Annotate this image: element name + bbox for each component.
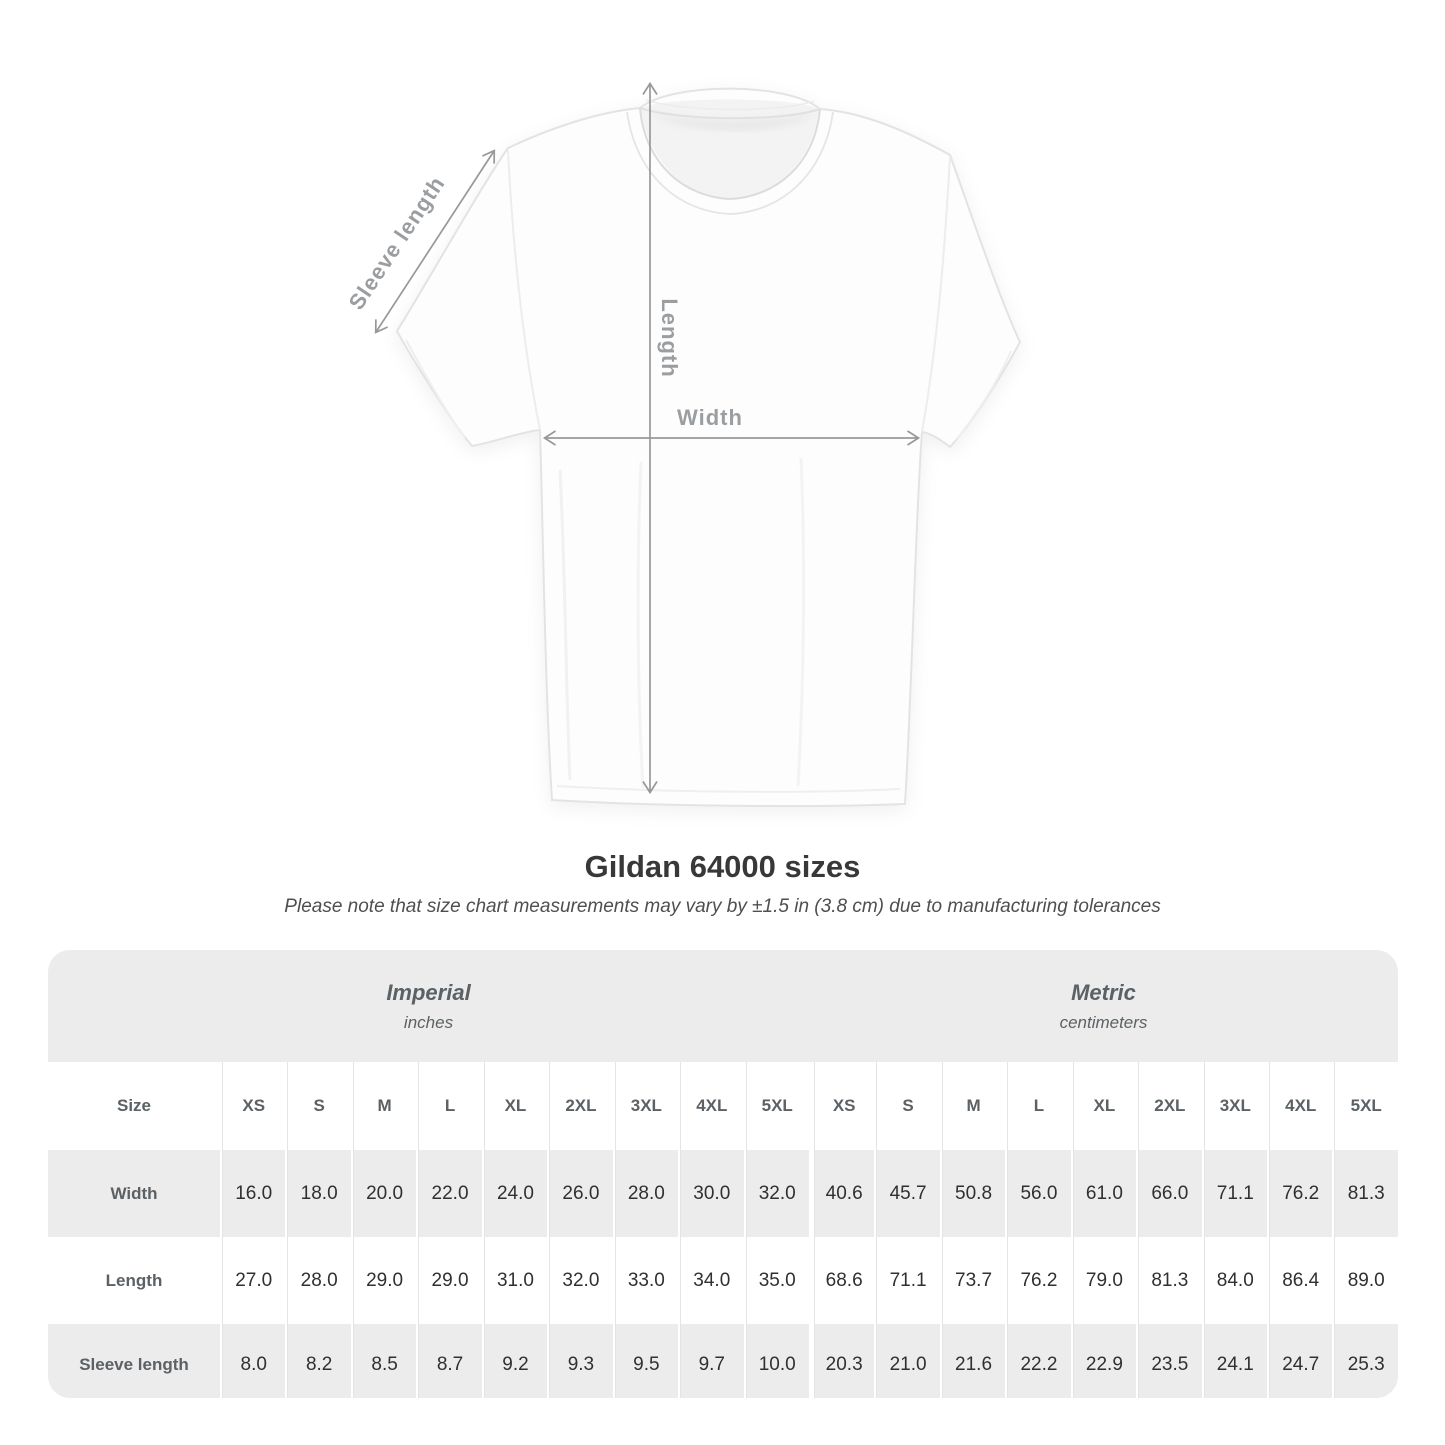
- value-cell: 22.9: [1070, 1324, 1136, 1398]
- units-header: Imperial inches Metric centimeters: [48, 950, 1398, 1062]
- value-cell: 81.3: [1332, 1150, 1398, 1237]
- table-row: Length 27.0 28.0 29.0 29.0 31.0 32.0 33.0 34.0 35…: [48, 1237, 1398, 1324]
- value-cell: 45.7: [874, 1150, 939, 1237]
- width-label: Width: [677, 405, 743, 430]
- value-cell: 29.0: [350, 1237, 416, 1324]
- imperial-header-name: Imperial: [386, 979, 471, 1005]
- metric-header-unit: centimeters: [1059, 1012, 1148, 1032]
- value-cell: 27.0: [220, 1237, 285, 1324]
- imperial-size-s: S: [285, 1062, 350, 1150]
- value-cell: 61.0: [1070, 1150, 1136, 1237]
- value-cell: 71.1: [1201, 1150, 1267, 1237]
- size-header-row: Size XS S M L XL 2XL 3XL 4XL 5XL XS S M L XL 2XL 3XL 4XL 5…: [48, 1062, 1398, 1150]
- row-label: Length: [105, 1270, 163, 1290]
- metric-size-5xl: 5XL: [1332, 1062, 1398, 1150]
- row-label: Width: [110, 1183, 158, 1203]
- metric-header-name: Metric: [1071, 979, 1136, 1005]
- value-cell: 18.0: [285, 1150, 350, 1237]
- value-cell: 28.0: [612, 1150, 678, 1237]
- value-cell: 22.0: [416, 1150, 481, 1237]
- value-cell: 32.0: [547, 1237, 612, 1324]
- value-cell: 9.5: [612, 1324, 678, 1398]
- table-row: Sleeve length 8.0 8.2 8.5 8.7 9.2 9.3 9.5 9.7 10.…: [48, 1324, 1398, 1398]
- value-cell: 24.0: [481, 1150, 547, 1237]
- value-cell: 89.0: [1332, 1237, 1398, 1324]
- value-cell: 84.0: [1201, 1237, 1267, 1324]
- tshirt-illustration: Sleeve length Length Width: [344, 81, 1022, 808]
- imperial-size-4xl: 4XL: [678, 1062, 743, 1150]
- value-cell: 34.0: [678, 1237, 743, 1324]
- value-cell: 33.0: [612, 1237, 678, 1324]
- value-cell: 21.0: [874, 1324, 939, 1398]
- value-cell: 32.0: [743, 1150, 809, 1237]
- metric-size-2xl: 2XL: [1136, 1062, 1201, 1150]
- value-cell: 68.6: [808, 1237, 874, 1324]
- value-cell: 8.5: [350, 1324, 416, 1398]
- value-cell: 35.0: [743, 1237, 809, 1324]
- size-grid-body: Size XS S M L XL 2XL 3XL 4XL 5XL XS S M L XL 2XL 3XL 4XL 5…: [48, 1062, 1398, 1398]
- value-cell: 16.0: [220, 1150, 285, 1237]
- value-cell: 9.2: [481, 1324, 547, 1398]
- value-cell: 71.1: [874, 1237, 939, 1324]
- metric-size-m: M: [939, 1062, 1005, 1150]
- value-cell: 20.3: [808, 1324, 874, 1398]
- sleeve-length-arrow: [374, 149, 496, 334]
- value-cell: 8.0: [220, 1324, 285, 1398]
- value-cell: 56.0: [1005, 1150, 1070, 1237]
- value-cell: 31.0: [481, 1237, 547, 1324]
- value-cell: 76.2: [1005, 1237, 1070, 1324]
- tshirt-measurement-diagram: Sleeve length Length Width: [344, 81, 1022, 808]
- measurement-arrows: [374, 81, 921, 795]
- value-cell: 24.1: [1201, 1324, 1267, 1398]
- value-cell: 66.0: [1136, 1150, 1201, 1237]
- metric-size-xs: XS: [808, 1062, 874, 1150]
- value-cell: 28.0: [285, 1237, 350, 1324]
- value-cell: 24.7: [1267, 1324, 1332, 1398]
- value-cell: 8.2: [285, 1324, 350, 1398]
- value-cell: 76.2: [1267, 1150, 1332, 1237]
- value-cell: 8.7: [416, 1324, 481, 1398]
- value-cell: 29.0: [416, 1237, 481, 1324]
- metric-size-3xl: 3XL: [1201, 1062, 1267, 1150]
- imperial-header-unit: inches: [403, 1012, 454, 1032]
- value-cell: 50.8: [939, 1150, 1005, 1237]
- value-cell: 73.7: [939, 1237, 1005, 1324]
- metric-size-s: S: [874, 1062, 939, 1150]
- row-label: Sleeve length: [79, 1355, 189, 1374]
- value-cell: 81.3: [1136, 1237, 1201, 1324]
- value-cell: 20.0: [350, 1150, 416, 1237]
- value-cell: 22.2: [1005, 1324, 1070, 1398]
- value-cell: 30.0: [678, 1150, 743, 1237]
- value-cell: 9.3: [547, 1324, 612, 1398]
- imperial-size-5xl: 5XL: [743, 1062, 809, 1150]
- value-cell: 9.7: [678, 1324, 743, 1398]
- size-column-header: Size: [116, 1096, 152, 1115]
- table-row: Width 16.0 18.0 20.0 22.0 24.0 26.0 28.0 30.0 32.…: [48, 1150, 1398, 1237]
- value-cell: 79.0: [1070, 1237, 1136, 1324]
- metric-size-l: L: [1005, 1062, 1070, 1150]
- tshirt-shape: [395, 87, 1022, 808]
- imperial-size-3xl: 3XL: [612, 1062, 678, 1150]
- page-title: Gildan 64000 sizes: [584, 849, 861, 884]
- imperial-size-l: L: [416, 1062, 481, 1150]
- value-cell: 25.3: [1332, 1324, 1398, 1398]
- value-cell: 40.6: [808, 1150, 874, 1237]
- value-cell: 23.5: [1136, 1324, 1201, 1398]
- size-table: Imperial inches Metric centimeters Size X…: [48, 950, 1398, 1398]
- imperial-size-m: M: [350, 1062, 416, 1150]
- value-cell: 26.0: [547, 1150, 612, 1237]
- imperial-size-2xl: 2XL: [547, 1062, 612, 1150]
- imperial-size-xl: XL: [481, 1062, 547, 1150]
- imperial-size-xs: XS: [220, 1062, 285, 1150]
- metric-size-4xl: 4XL: [1267, 1062, 1332, 1150]
- imperial-header: Imperial inches: [48, 980, 809, 1033]
- length-label: Length: [657, 298, 682, 377]
- size-grid: Size XS S M L XL 2XL 3XL 4XL 5XL XS S M L XL 2XL 3XL 4XL 5…: [48, 1062, 1398, 1398]
- metric-header: Metric centimeters: [809, 980, 1398, 1033]
- metric-size-xl: XL: [1070, 1062, 1136, 1150]
- value-cell: 10.0: [743, 1324, 809, 1398]
- tolerance-note: Please note that size chart measurements…: [284, 896, 1161, 917]
- value-cell: 86.4: [1267, 1237, 1332, 1324]
- value-cell: 21.6: [939, 1324, 1005, 1398]
